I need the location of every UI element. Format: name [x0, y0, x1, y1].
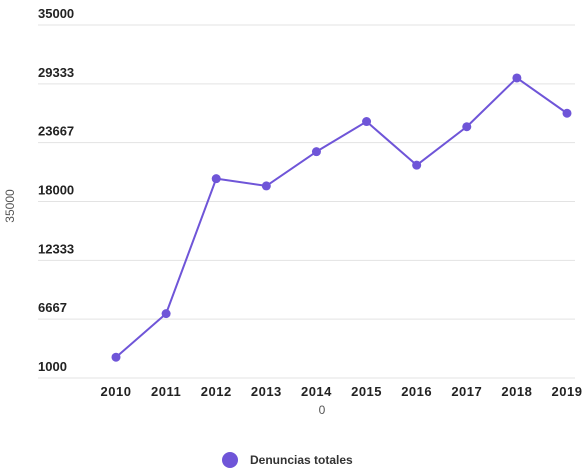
y-axis-ticks: 35000 29333 23667 18000 12333 6667 1000 [38, 6, 74, 374]
x-tick-label: 2012 [201, 384, 232, 399]
y-tick-label: 1000 [38, 359, 67, 374]
x-axis-title: 0 [319, 403, 326, 417]
x-tick-label: 2014 [301, 384, 332, 399]
x-tick-label: 2018 [501, 384, 532, 399]
data-point[interactable] [412, 160, 422, 170]
legend[interactable]: Denuncias totales [222, 452, 353, 468]
y-axis-title: 35000 [3, 189, 17, 223]
y-tick-label: 29333 [38, 65, 74, 80]
y-tick-label: 18000 [38, 183, 74, 198]
data-point[interactable] [161, 309, 171, 319]
legend-marker [222, 452, 238, 468]
x-tick-label: 2010 [101, 384, 132, 399]
data-point[interactable] [311, 147, 321, 157]
x-tick-label: 2019 [552, 384, 583, 399]
data-point[interactable] [562, 108, 572, 118]
data-point[interactable] [261, 181, 271, 191]
data-point[interactable] [111, 352, 121, 362]
data-point[interactable] [362, 117, 372, 127]
legend-label: Denuncias totales [250, 453, 353, 467]
series-layer [111, 73, 572, 362]
x-tick-label: 2011 [151, 384, 181, 399]
x-axis-ticks: 2010 2011 2012 2013 2014 2015 2016 2017 2018 2019 [101, 384, 583, 399]
x-tick-label: 2015 [351, 384, 382, 399]
series-line [115, 76, 568, 358]
data-point[interactable] [462, 122, 472, 132]
x-tick-label: 2017 [451, 384, 482, 399]
x-tick-label: 2013 [251, 384, 282, 399]
gridlines [38, 24, 575, 379]
data-point[interactable] [211, 174, 221, 184]
y-tick-label: 12333 [38, 241, 74, 256]
y-tick-label: 35000 [38, 6, 74, 21]
x-tick-label: 2016 [401, 384, 432, 399]
y-tick-label: 6667 [38, 300, 67, 315]
data-point[interactable] [512, 73, 522, 83]
y-tick-label: 23667 [38, 124, 74, 139]
